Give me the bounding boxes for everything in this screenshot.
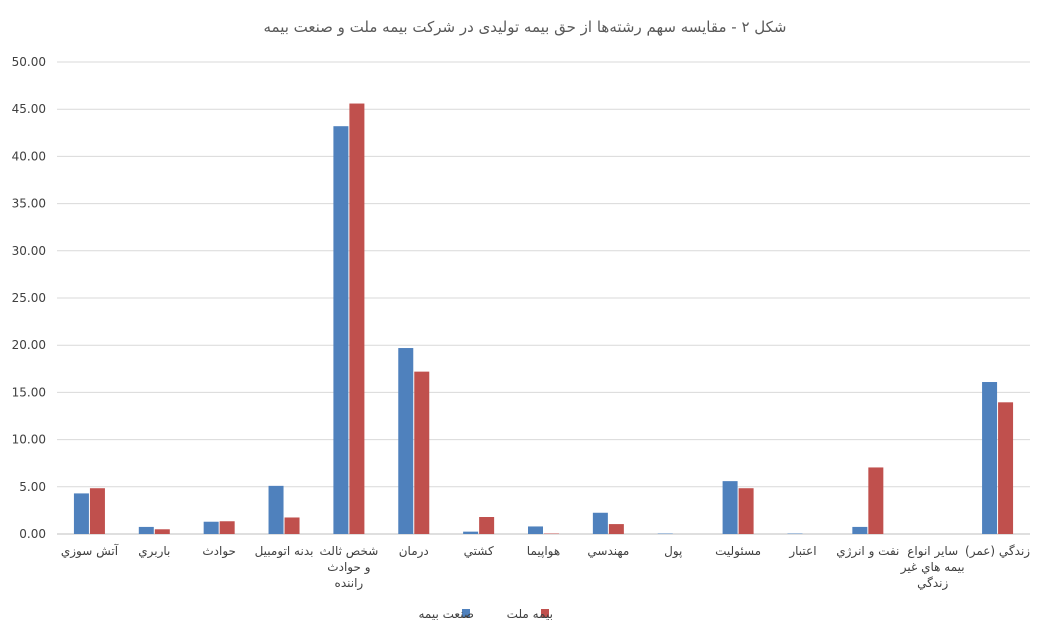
- y-tick-label: 50.00: [12, 55, 46, 69]
- bar-series2: [154, 529, 170, 534]
- bar-series1: [463, 531, 479, 534]
- y-tick-label: 15.00: [12, 385, 46, 399]
- bar-series1: [203, 521, 219, 534]
- x-category-label: زندگي (عمر): [965, 544, 1030, 559]
- x-category-label: كشتي: [464, 544, 494, 558]
- x-category-label: بدنه اتومبيل: [255, 544, 314, 559]
- x-category-label: حوادث: [202, 544, 236, 559]
- bar-series1: [852, 526, 868, 534]
- x-category-label: آتش سوزي: [61, 543, 119, 559]
- bar-series1: [722, 481, 738, 534]
- legend-swatch: [541, 609, 549, 617]
- x-category-label: پول: [664, 544, 682, 559]
- bar-series1: [398, 348, 414, 534]
- bar-series2: [284, 517, 300, 534]
- bar-series2: [608, 524, 624, 534]
- y-tick-label: 10.00: [12, 433, 46, 447]
- bar-series2: [738, 488, 754, 534]
- bar-series2: [414, 371, 430, 534]
- legend-label: بیمه ملت: [507, 607, 553, 621]
- y-tick-label: 25.00: [12, 291, 46, 305]
- bar-series2: [479, 517, 495, 534]
- bar-series2: [219, 521, 235, 534]
- y-tick-label: 0.00: [19, 527, 46, 541]
- bar-series1: [528, 526, 543, 534]
- bar-series1: [268, 485, 284, 534]
- bar-series1: [592, 512, 608, 534]
- bar-series1: [982, 382, 998, 534]
- x-category-label: باربري: [138, 544, 170, 559]
- x-category-label: هواپيما: [527, 544, 560, 559]
- bar-series2: [868, 467, 884, 534]
- bar-series1: [333, 126, 349, 534]
- bar-series2: [89, 488, 105, 534]
- x-category-label: مسئوليت: [715, 544, 761, 559]
- y-tick-label: 20.00: [12, 338, 46, 352]
- x-category-label: مهندسي: [587, 544, 629, 558]
- y-tick-label: 45.00: [12, 102, 46, 116]
- x-category-label: شخص ثالث و حوادث راننده: [320, 544, 379, 591]
- legend-label: صنعت بیمه: [418, 607, 474, 621]
- y-tick-label: 5.00: [19, 480, 46, 494]
- x-category-label: اعتبار: [788, 544, 816, 559]
- x-category-label: ساير انواع بيمه هاي غير زندگي: [900, 544, 965, 591]
- bar-series1: [138, 526, 154, 534]
- bar-series1: [73, 493, 89, 534]
- chart-title: شکل ۲ - مقایسه سهم رشته‌ها از حق بیمه تو…: [263, 18, 786, 36]
- x-category-label: درمان: [399, 544, 429, 559]
- y-tick-label: 30.00: [12, 244, 46, 258]
- y-tick-label: 40.00: [12, 149, 46, 163]
- bar-series2: [998, 402, 1014, 534]
- legend-swatch: [462, 609, 470, 617]
- bar-series2: [349, 103, 365, 534]
- x-category-label: نفت و انرژي: [836, 544, 899, 559]
- y-tick-label: 35.00: [12, 197, 46, 211]
